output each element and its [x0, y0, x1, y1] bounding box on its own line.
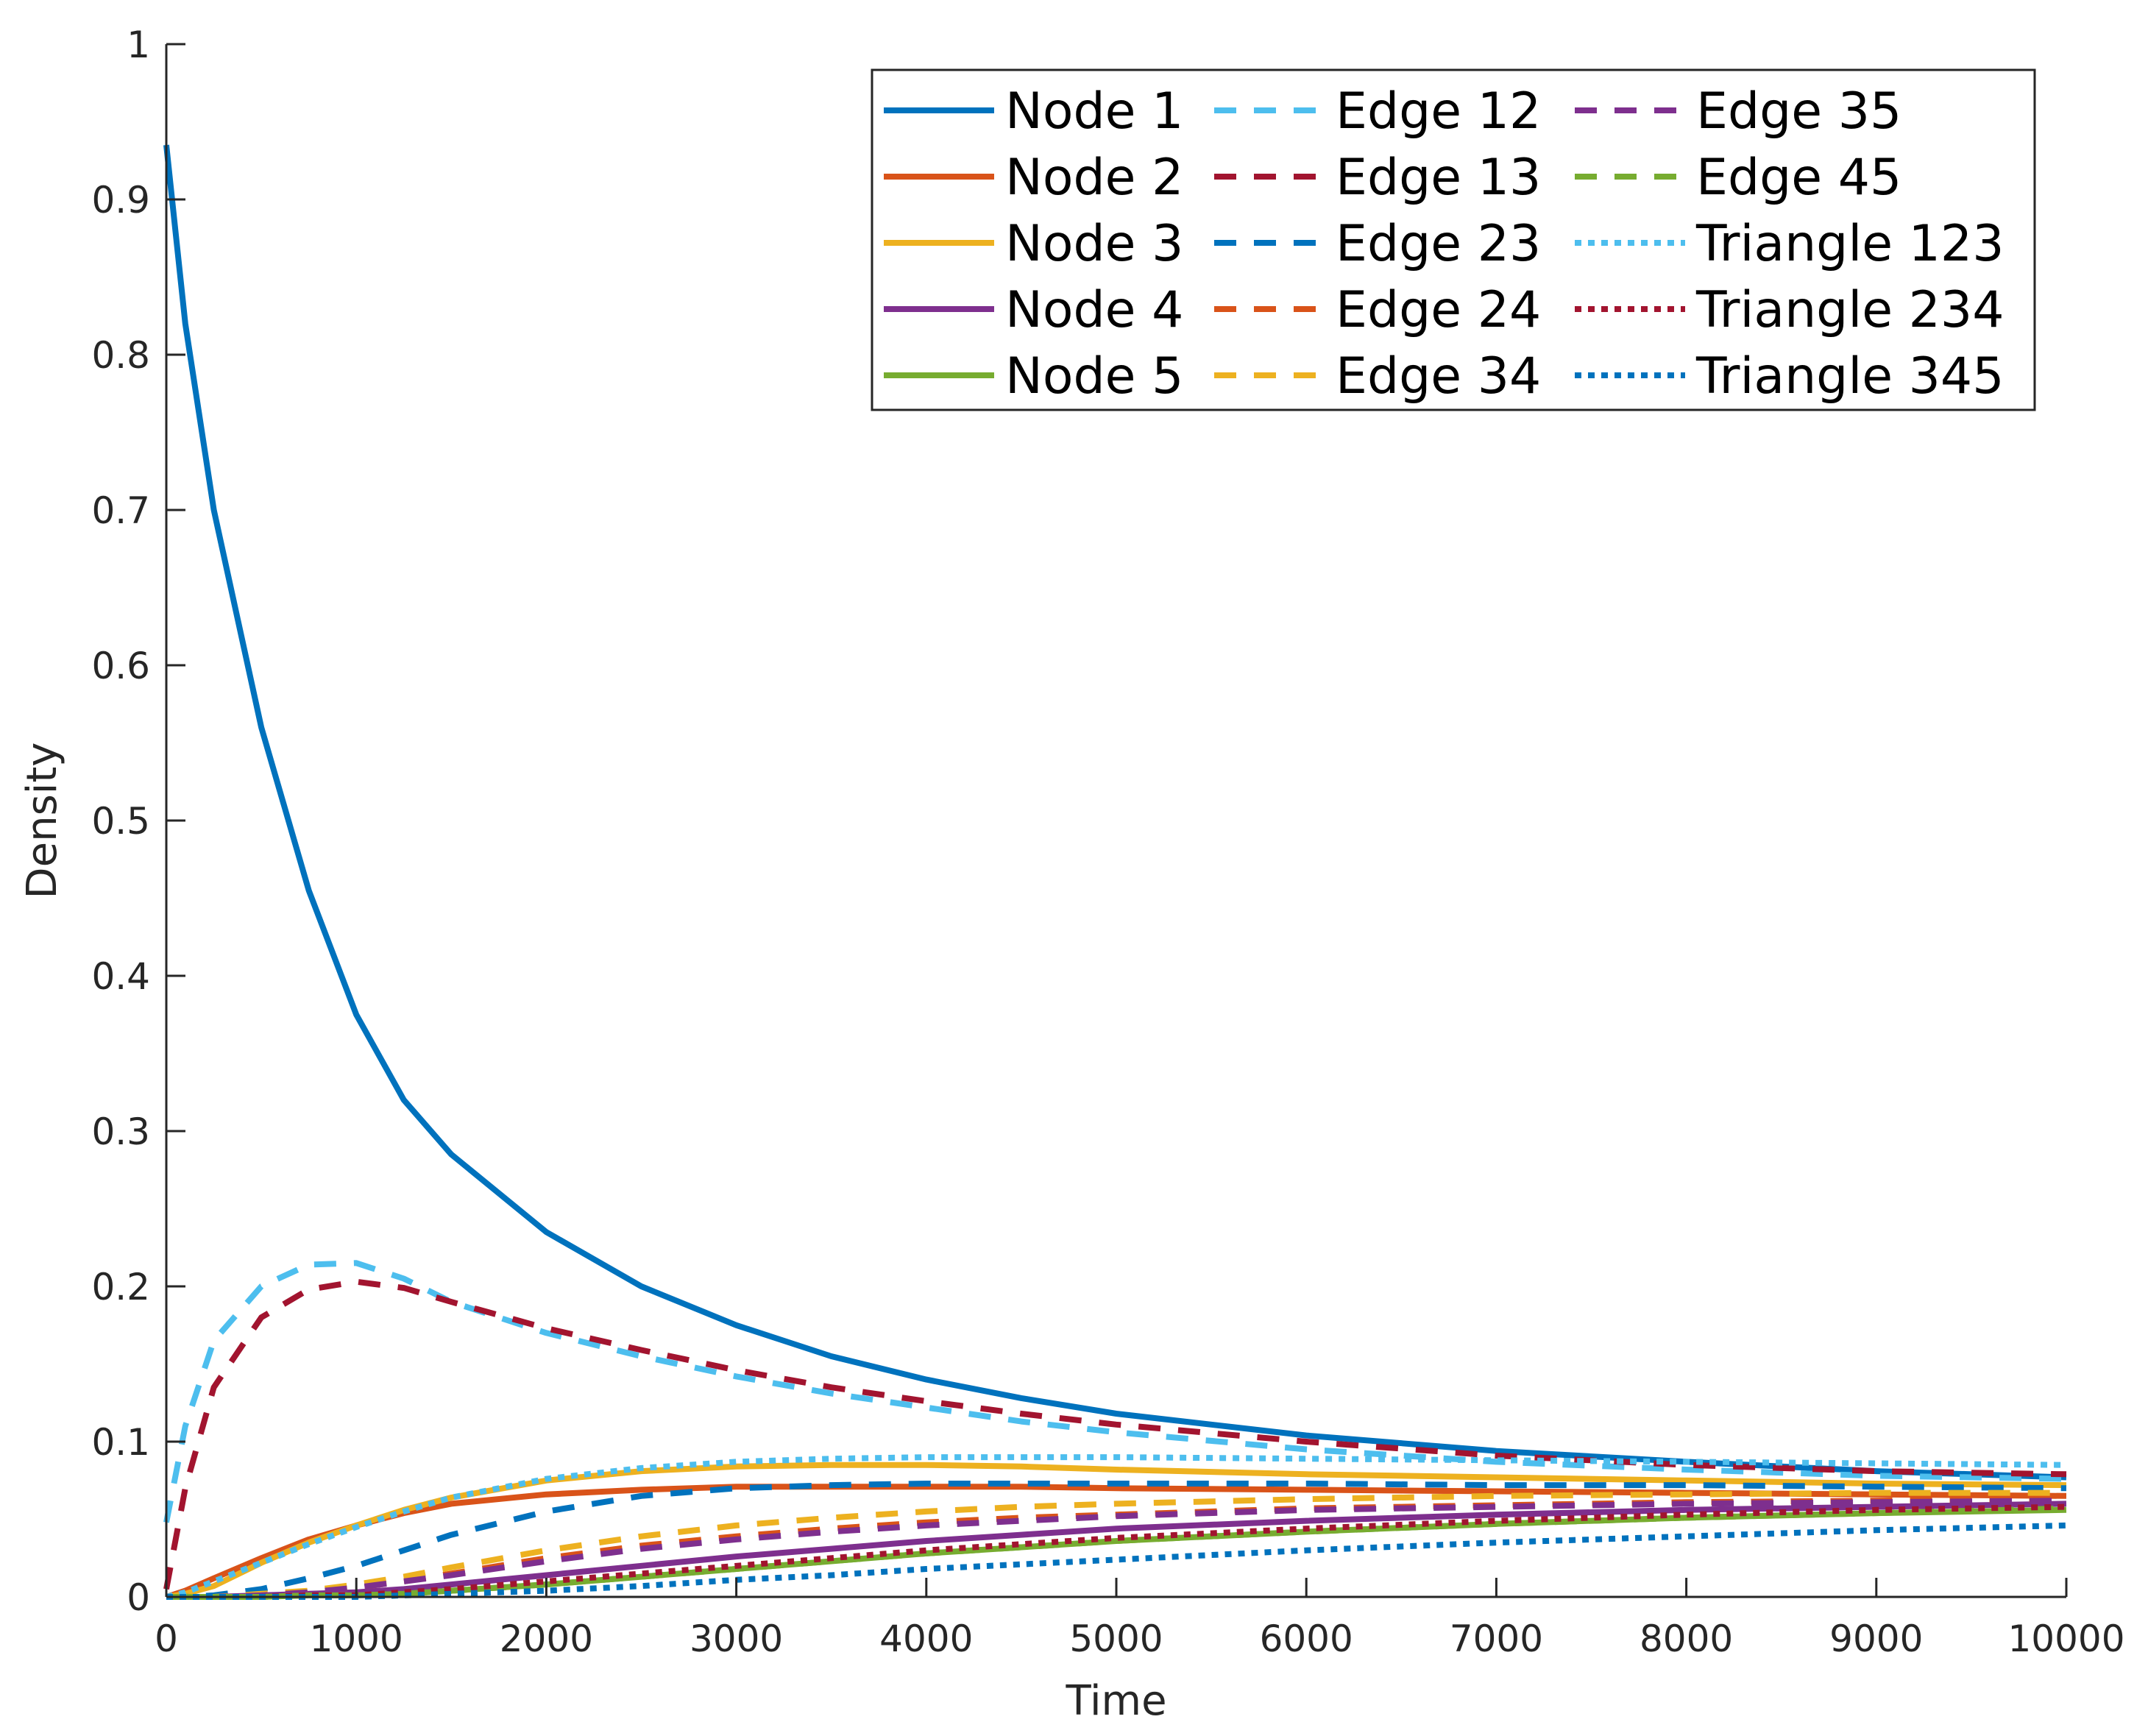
- series-line-node-1: [163, 144, 2067, 1481]
- legend-label-triangle-123: Triangle 123: [1695, 215, 2004, 273]
- y-tick-label: 0.6: [91, 645, 150, 687]
- series-line-edge-24: [166, 1496, 2067, 1600]
- x-tick-label: 8000: [1640, 1618, 1733, 1660]
- legend-label-edge-13: Edge 13: [1336, 149, 1541, 207]
- legend-label-node-4: Node 4: [1005, 281, 1183, 339]
- legend-label-edge-35: Edge 35: [1696, 82, 1901, 141]
- x-tick-label: 6000: [1260, 1618, 1353, 1660]
- series-line-edge-35: [166, 1498, 2067, 1600]
- y-tick-label: 0.9: [91, 179, 150, 222]
- y-axis-title: Density: [18, 743, 66, 899]
- y-tick-label: 0.3: [91, 1110, 150, 1153]
- x-tick-label: 2000: [500, 1618, 593, 1660]
- series-line-triangle-123: [166, 1454, 2067, 1600]
- series-line-edge-13: [163, 1278, 2067, 1590]
- series-layer: [163, 144, 2067, 1600]
- x-tick-label: 7000: [1450, 1618, 1543, 1660]
- x-tick-label: 5000: [1069, 1618, 1163, 1660]
- y-tick-label: 0: [127, 1576, 150, 1619]
- x-tick-label: 1000: [310, 1618, 403, 1660]
- y-tick-label: 0.7: [91, 489, 150, 532]
- y-tick-label: 1: [127, 24, 150, 66]
- x-tick-label: 4000: [879, 1618, 973, 1660]
- y-tick-label: 0.8: [91, 334, 150, 377]
- series-line-edge-23: [166, 1481, 2067, 1600]
- legend-label-triangle-345: Triangle 345: [1695, 347, 2004, 405]
- series-line-edge-34: [166, 1489, 2066, 1600]
- legend-label-edge-23: Edge 23: [1336, 215, 1541, 273]
- series-line-node-2: [165, 1484, 2067, 1600]
- x-tick-label: 0: [155, 1618, 178, 1660]
- y-tick-label: 0.2: [91, 1266, 150, 1308]
- legend-label-node-2: Node 2: [1005, 149, 1183, 207]
- legend-label-node-5: Node 5: [1005, 347, 1183, 405]
- series-line-edge-45: [166, 1505, 2067, 1600]
- legend-label-triangle-234: Triangle 234: [1695, 281, 2004, 339]
- legend-label-edge-45: Edge 45: [1696, 149, 1901, 207]
- series-line-edge-12: [163, 1260, 2067, 1523]
- x-tick-label: 10000: [2007, 1618, 2124, 1660]
- legend: Node 1 Node 2 Node 3 Node 4 Node 5 Edge 12 Edg…: [871, 68, 2036, 411]
- x-axis-title: Time: [1065, 1677, 1166, 1725]
- x-tick-label: 9000: [1829, 1618, 1923, 1660]
- legend-box: [871, 68, 2036, 411]
- legend-label-node-1: Node 1: [1005, 82, 1183, 141]
- axes: 0 1000 2000 3000 4000 5000 6000 7000 8000 9000 100…: [91, 24, 2124, 1660]
- legend-label-edge-12: Edge 12: [1336, 82, 1541, 141]
- y-tick-label: 0.1: [91, 1421, 150, 1464]
- series-line-triangle-345: [166, 1522, 2067, 1600]
- legend-label-node-3: Node 3: [1005, 215, 1183, 273]
- y-tick-label: 0.5: [91, 800, 150, 843]
- legend-label-edge-34: Edge 34: [1336, 347, 1541, 405]
- legend-label-edge-24: Edge 24: [1336, 281, 1541, 339]
- x-tick-label: 3000: [690, 1618, 783, 1660]
- y-tick-label: 0.4: [91, 955, 150, 998]
- series-line-triangle-234: [166, 1503, 2067, 1600]
